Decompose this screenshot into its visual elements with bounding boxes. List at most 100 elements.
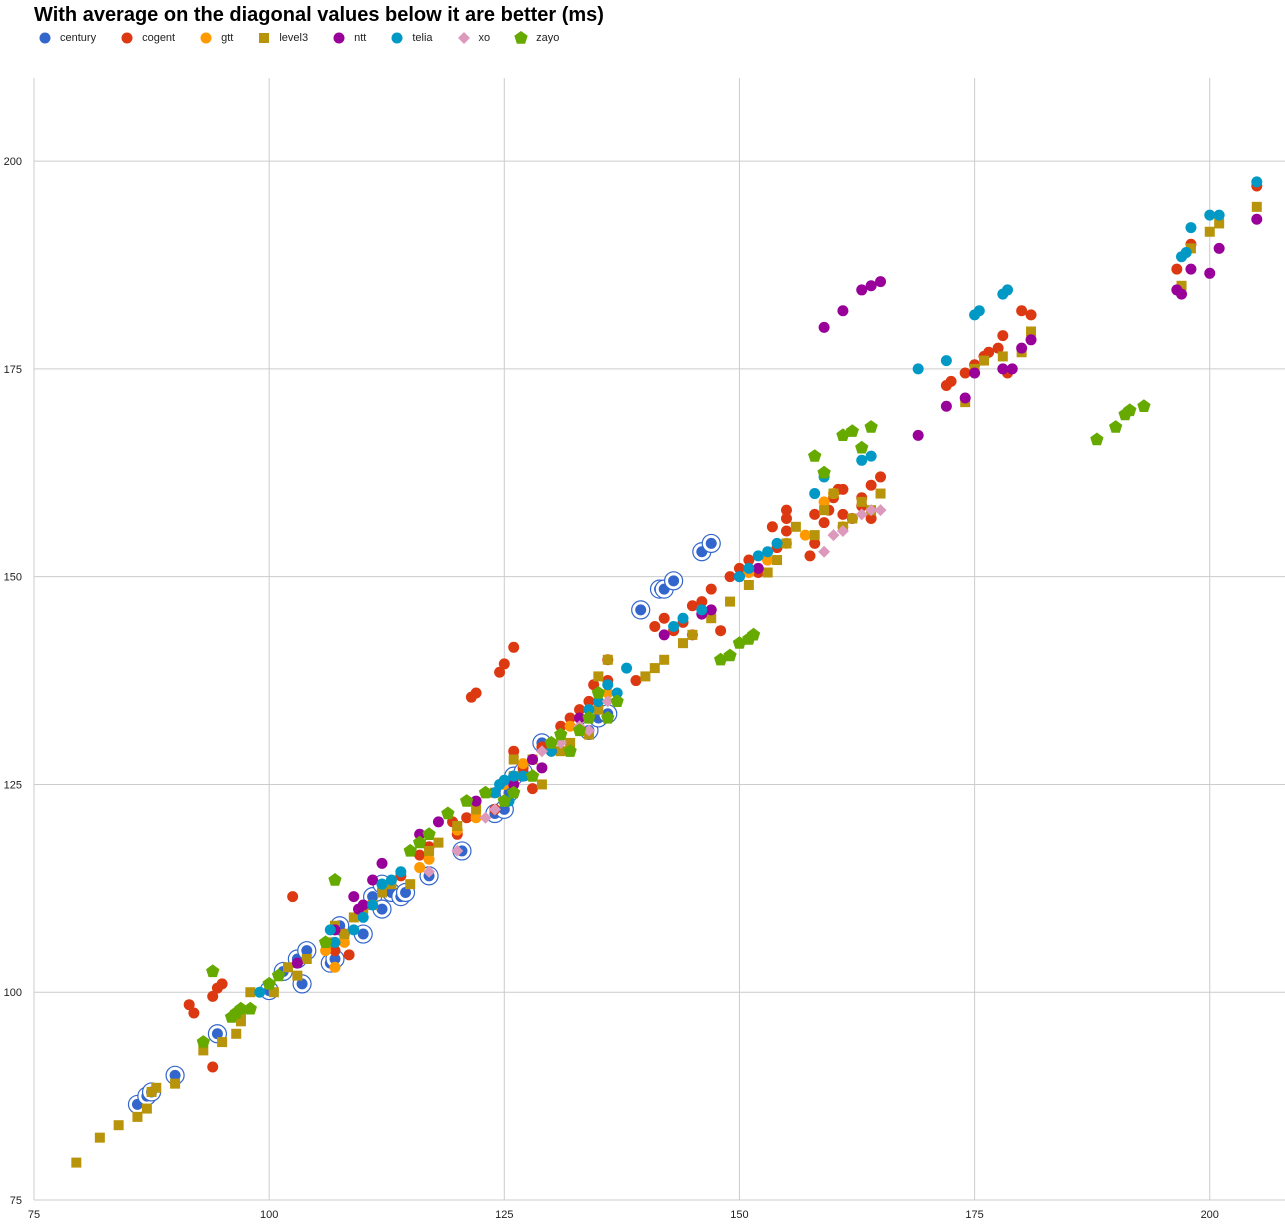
legend-item-cogent: cogent	[120, 31, 175, 45]
data-point-xo	[479, 811, 492, 824]
data-point-telia	[1185, 222, 1197, 234]
data-point-cogent	[983, 346, 995, 358]
data-point-dot	[169, 1069, 181, 1081]
data-point-telia	[348, 924, 360, 936]
legend-item-ntt: ntt	[332, 31, 366, 45]
data-point-level3	[1214, 218, 1225, 229]
legend-marker-ntt	[333, 32, 345, 44]
data-point-level3	[781, 538, 792, 549]
data-point-zayo	[723, 648, 737, 662]
data-point-level3	[1176, 280, 1187, 291]
data-point-level3	[602, 654, 613, 665]
data-point-cogent	[724, 571, 736, 583]
data-point-xo	[601, 695, 614, 708]
data-point-level3	[828, 488, 839, 499]
data-point-ntt	[865, 280, 877, 292]
data-point-telia	[1204, 209, 1216, 221]
data-point-xo	[582, 724, 595, 737]
data-point-telia	[752, 550, 764, 562]
data-point-cogent	[494, 666, 506, 678]
data-point-level3	[762, 567, 773, 578]
data-point-century	[664, 571, 684, 591]
data-point-telia	[583, 704, 595, 716]
legend-symbol	[259, 33, 270, 43]
data-point-zayo	[328, 873, 342, 886]
data-point-cogent	[574, 704, 586, 716]
data-point-cogent	[508, 745, 520, 757]
data-point-telia	[602, 679, 614, 691]
data-point-cogent	[1016, 305, 1028, 317]
data-point-cogent	[733, 562, 745, 574]
data-point-level3	[875, 488, 886, 499]
data-point-cogent	[329, 945, 341, 957]
data-point-cogent	[207, 990, 219, 1002]
legend-label: cogent	[142, 32, 176, 44]
data-point-telia	[395, 866, 407, 878]
data-point-telia	[696, 604, 708, 616]
data-point-cogent	[183, 999, 195, 1011]
data-point-telia	[668, 621, 680, 633]
data-point-zayo	[855, 440, 869, 454]
data-point-zayo	[591, 686, 605, 699]
data-point-ntt	[856, 284, 868, 296]
data-point-level3	[593, 671, 604, 682]
chart-title: With average on the diagonal values belo…	[34, 4, 604, 26]
data-point-cogent	[804, 550, 816, 562]
data-point-zayo	[817, 465, 831, 479]
data-point-xo	[488, 803, 501, 816]
data-point-zayo	[1090, 432, 1104, 446]
legend-item-gtt: gtt	[199, 31, 233, 45]
data-point-xo	[865, 504, 878, 517]
data-point-cogent	[780, 512, 792, 524]
data-point-dot	[301, 945, 313, 957]
data-point-ntt	[348, 891, 360, 903]
data-point-level3	[536, 779, 547, 790]
legend-label: xo	[478, 32, 491, 44]
data-point-zayo	[525, 769, 540, 782]
data-point-ntt	[1185, 263, 1197, 275]
data-point-ntt	[1006, 363, 1018, 375]
data-point-cogent	[959, 367, 971, 379]
data-point-cogent	[414, 849, 426, 861]
data-point-level3	[198, 1045, 209, 1056]
x-tick-label: 175	[965, 1209, 983, 1221]
data-point-xo	[836, 524, 849, 537]
data-point-zayo	[1123, 403, 1137, 417]
data-point-telia	[1180, 247, 1192, 259]
data-point-level3	[819, 505, 830, 516]
data-point-telia	[489, 787, 501, 799]
data-point-level3	[231, 1028, 242, 1039]
data-point-ntt	[432, 816, 444, 828]
data-point-zayo	[732, 636, 747, 649]
data-point-zayo	[582, 711, 596, 724]
legend-item-level3: level3	[257, 31, 308, 45]
data-point-telia	[329, 936, 341, 948]
y-tick-label: 175	[4, 364, 22, 376]
data-point-dot	[367, 891, 379, 903]
data-point-telia	[324, 924, 336, 936]
series-ntt	[291, 213, 1263, 969]
data-point-cogent	[837, 508, 849, 520]
data-point-cogent	[1025, 309, 1037, 321]
data-point-cogent	[216, 978, 228, 990]
data-point-cogent	[875, 471, 887, 483]
data-point-level3	[1026, 326, 1037, 337]
data-point-century	[631, 600, 651, 620]
data-point-level3	[452, 821, 463, 831]
legend-label: telia	[412, 32, 433, 44]
legend-symbol	[333, 32, 345, 44]
data-point-telia	[940, 355, 952, 367]
legend-symbol	[514, 31, 528, 44]
data-point-level3	[282, 962, 293, 973]
data-point-century	[701, 533, 721, 554]
data-point-zayo	[1137, 399, 1151, 412]
data-point-gtt	[818, 496, 830, 508]
data-point-ntt	[940, 400, 952, 412]
data-point-cogent	[837, 483, 849, 495]
data-point-level3	[772, 555, 783, 566]
legend-marker-xo	[457, 32, 470, 44]
legend-marker-level3	[259, 33, 270, 43]
data-point-ntt	[376, 857, 388, 869]
data-point-zayo	[572, 723, 587, 737]
legend-symbol	[391, 32, 403, 44]
